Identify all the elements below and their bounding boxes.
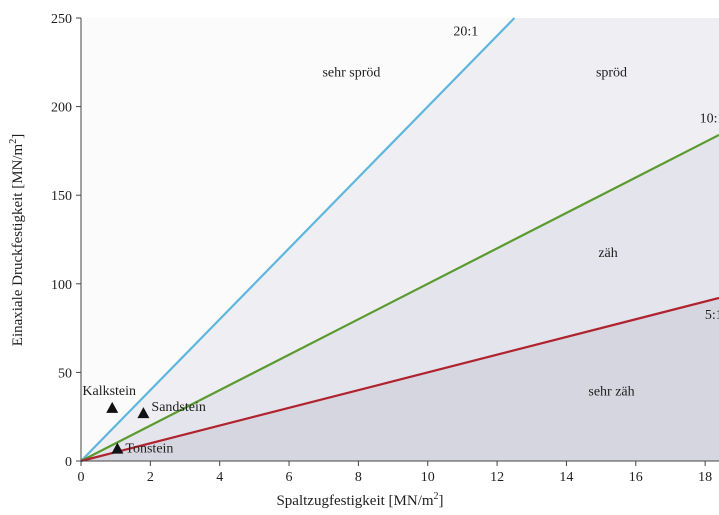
region-label: spröd [596,65,627,80]
point-label: Tonstein [125,442,173,457]
region-label: sehr spröd [322,65,380,80]
x-tick-label: 14 [559,470,573,485]
x-tick-label: 12 [490,470,504,485]
y-tick-label: 150 [51,189,72,204]
annotations: 20:1 10:1 5:1 sehr spröd spröd zäh sehr zäh [322,25,719,400]
x-tick-label: 0 [78,470,85,485]
x-tick-label: 2 [147,470,154,485]
y-tick-label: 200 [51,101,72,116]
line-5-to-1 [80,296,719,463]
point-label: Kalkstein [82,384,136,399]
x-tick-label: 8 [355,470,362,485]
point-marker [137,407,150,419]
y-tick-label: 250 [51,12,72,27]
x-tick-label: 6 [286,470,293,485]
ratio-lines [80,17,719,463]
region-label: zäh [598,246,617,261]
point-label: Sandstein [151,400,205,415]
x-tick-label: 10 [421,470,435,485]
line-10-to-1 [80,133,719,462]
y-tick-label: 0 [65,455,72,470]
x-tick-label: 18 [698,470,712,485]
data-points: Kalkstein Sandstein Tonstein [82,384,205,457]
region-label: sehr zäh [588,384,634,399]
y-tick-label: 100 [51,278,72,293]
x-tick-label: 16 [629,470,643,485]
y-tick-label: 50 [58,366,72,381]
line-20-to-1 [80,17,516,462]
y-axis-title: Einaxiale Druckfestigkeit [MN/m2] [8,134,26,346]
ratio-label: 5:1 [705,308,719,323]
ratio-label: 20:1 [453,25,478,40]
point-marker [111,442,124,454]
point-marker [106,401,119,413]
ratio-label: 10:1 [700,112,719,127]
axes [76,17,719,466]
x-tick-label: 4 [216,470,223,485]
tick-labels: 0 2 4 6 8 10 12 14 16 18 0 50 100 150 200 250 [51,12,712,485]
x-axis-title: Spaltzugfestigkeit [MN/m2] [276,491,443,509]
